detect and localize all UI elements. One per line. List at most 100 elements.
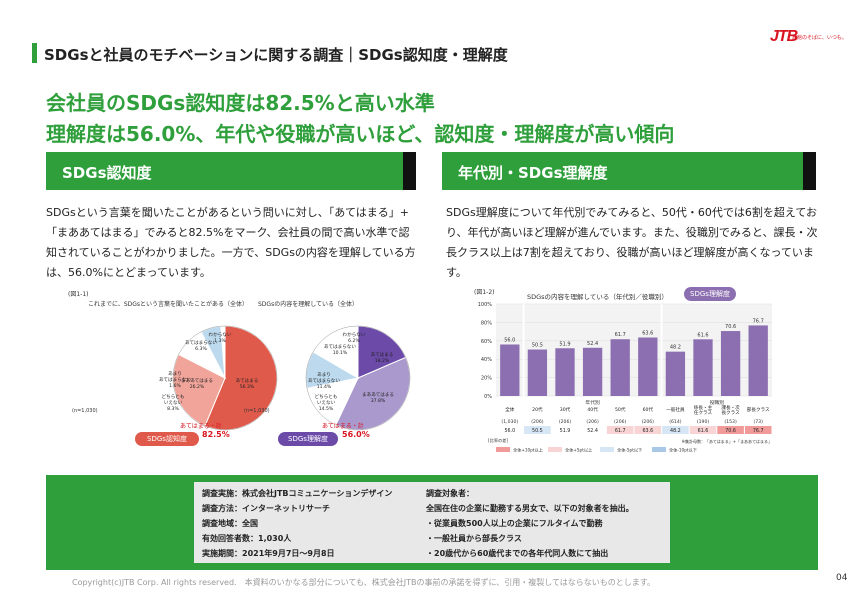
bar-value-label: 61.6 xyxy=(697,332,708,338)
bar xyxy=(720,331,741,396)
n-label: (206) xyxy=(531,419,544,425)
group-label: 役職別 xyxy=(710,399,725,406)
survey-info-panel: 調査実施：株式会社JTBコミュニケーションデザイン 調査方法：インターネットリサ… xyxy=(194,482,670,563)
pie1-slice-label: 26.2% xyxy=(190,384,205,390)
pie1-slice-label: あてはまる xyxy=(236,378,259,384)
pie1-slice-label: 1.3% xyxy=(214,338,226,344)
pie1-badge: SDGs認知度 xyxy=(135,432,199,446)
table-cell xyxy=(551,426,579,434)
pie2-slice-label: いえない xyxy=(317,399,336,406)
pie2-slice-label: 18.2% xyxy=(375,358,390,364)
section-header-understanding: 年代別・SDGs理解度 xyxy=(442,152,816,190)
pie1-slice-label: 56.3% xyxy=(240,384,255,390)
survey-right-col: 調査対象者： 全国在住の企業に勤務する男女で、以下の対象者を抽出。 ・従業員数5… xyxy=(426,486,634,561)
table-value: 61.6 xyxy=(698,428,709,434)
survey-line: 調査実施：株式会社JTBコミュニケーションデザイン xyxy=(202,489,393,498)
pie1-slice-label: 8.3% xyxy=(167,406,179,412)
logo-brand: JTB xyxy=(770,28,798,45)
pie2-slice-label: 10.1% xyxy=(333,350,348,356)
pie2-slice-label: どちらとも xyxy=(315,393,338,400)
n-label: (206) xyxy=(559,419,572,425)
category-label: 20代 xyxy=(532,406,543,413)
legend-label: 全体-10pt以下 xyxy=(669,447,697,454)
pie-charts: あてはまる56.3%まああてはまる26.2%どちらともいえない8.3%あまりあて… xyxy=(159,325,411,431)
bar-value-label: 52.4 xyxy=(587,341,598,347)
pie1-n: (n=1,030) xyxy=(72,408,98,414)
bar xyxy=(665,351,686,396)
n-label: (614) xyxy=(669,419,682,425)
y-tick-label: 40% xyxy=(481,357,492,363)
y-tick-label: 20% xyxy=(481,376,492,382)
bar xyxy=(610,339,630,396)
table-cell xyxy=(744,426,772,434)
pie1-slice-label: まああてはまる xyxy=(181,378,213,384)
table-cell xyxy=(662,426,689,434)
pie1-slice-label: いえない xyxy=(164,399,183,406)
pie1-slice-label: あてはまらない xyxy=(185,339,217,346)
category-label: 任クラス xyxy=(694,409,713,416)
table-value: 50.5 xyxy=(532,428,543,434)
y-tick-label: 0% xyxy=(484,394,492,400)
survey-line: ・一般社員から部長クラス xyxy=(426,534,522,543)
bar xyxy=(500,344,520,396)
bar-value-label: 61.7 xyxy=(615,332,626,338)
table-value: 52.4 xyxy=(587,428,598,434)
bar xyxy=(748,325,768,396)
pie2-slice-label: 11.4% xyxy=(317,384,332,390)
bar xyxy=(693,339,713,396)
survey-left-col: 調査実施：株式会社JTBコミュニケーションデザイン 調査方法：インターネットリサ… xyxy=(202,486,392,561)
pie2-slice-label: わからない xyxy=(343,331,366,338)
table-value: 48.2 xyxy=(670,428,681,434)
survey-info-box: 調査実施：株式会社JTBコミュニケーションデザイン 調査方法：インターネットリサ… xyxy=(46,475,818,570)
pie2: あてはまる18.2%まああてはまる37.8%どちらともいえない14.5%あまりあ… xyxy=(305,325,411,431)
table-value: 70.6 xyxy=(725,428,736,434)
n-label: (73) xyxy=(753,419,763,425)
bar-value-label: 48.2 xyxy=(670,345,681,351)
headline-line2: 理解度は56.0%、年代や役職が高いほど、認知度・理解度が高い傾向 xyxy=(46,122,675,146)
category-label: 40代 xyxy=(587,406,598,413)
figure-label-1-1: (図1-1) xyxy=(68,291,89,298)
y-tick-label: 80% xyxy=(481,320,492,326)
section-header-awareness: SDGs認知度 xyxy=(46,152,416,190)
table-cell xyxy=(717,426,744,434)
category-label: 一般社員 xyxy=(666,406,685,413)
table-cell xyxy=(496,426,524,434)
category-label: 課長・次 xyxy=(721,404,740,411)
pie1-slice-label: 6.3% xyxy=(195,346,207,352)
bar-chart-badge: SDGs理解度 xyxy=(684,287,736,301)
pie2-slice-label: まああてはまる xyxy=(362,392,394,398)
table-cell xyxy=(524,426,551,434)
table-cell xyxy=(689,426,717,434)
category-label: 部長クラス xyxy=(747,406,770,413)
table-value: 76.7 xyxy=(753,428,764,434)
legend-swatch xyxy=(652,447,666,452)
bar xyxy=(582,347,603,396)
copyright-footer: Copyright(c)JTB Corp. All rights reserve… xyxy=(72,578,656,587)
category-label: 長クラス xyxy=(721,410,740,416)
header-accent-bar xyxy=(32,43,37,63)
pie2-slice-label: 6.2% xyxy=(348,338,360,344)
pie2-badge: SDGs理解度 xyxy=(278,432,338,446)
bar xyxy=(555,348,575,396)
headline-line1: 会社員のSDGs認知度は82.5%と高い水準 xyxy=(46,91,435,115)
survey-line: 調査方法：インターネットリサーチ xyxy=(202,504,330,513)
bar-value-label: 50.5 xyxy=(532,343,543,349)
legend-title: [比率の差] xyxy=(488,437,508,444)
pie2-slice-label: 14.5% xyxy=(319,406,334,412)
pie2-title: SDGsの内容を理解している（全体） xyxy=(258,301,359,308)
pie1-slice-label: あまり xyxy=(168,371,182,377)
survey-line: 実施期間：2021年9月7日～9月8日 xyxy=(202,549,335,558)
bar xyxy=(527,349,548,396)
section-header-end-block xyxy=(803,152,816,190)
table-value: 61.7 xyxy=(615,428,626,434)
table-cell xyxy=(579,426,606,434)
legend-label: 全体-5pt以下 xyxy=(617,447,642,454)
legend-swatch xyxy=(496,447,510,452)
survey-line: ・従業員数500人以上の企業にフルタイムで勤務 xyxy=(426,519,603,528)
pie1-slice-label: あてはまらない xyxy=(159,376,191,383)
pie2-slice-label: あてはまらない xyxy=(308,377,340,384)
table-cell xyxy=(634,426,662,434)
category-label: 30代 xyxy=(560,406,571,413)
bar-value-label: 56.0 xyxy=(504,337,515,343)
n-label: (206) xyxy=(614,419,627,425)
